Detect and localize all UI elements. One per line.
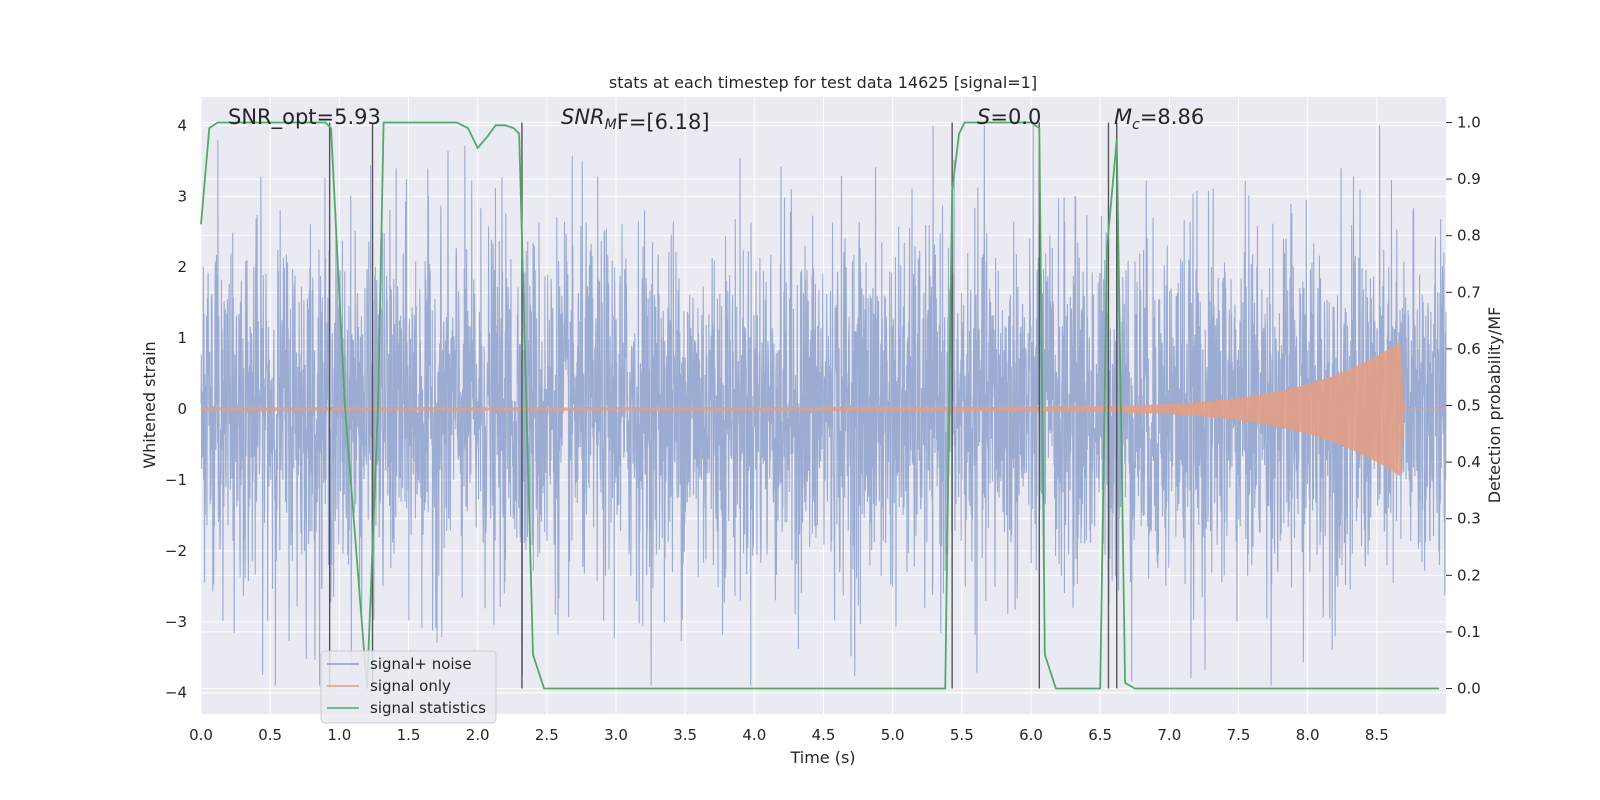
y-right-tick-label: 0.5	[1457, 397, 1481, 415]
snr-mf-main: SNR	[561, 105, 605, 129]
legend-label-signal-only: signal only	[370, 677, 451, 695]
x-tick-label: 3.5	[673, 726, 697, 744]
x-tick-label: 8.5	[1365, 726, 1389, 744]
x-tick-label: 1.5	[397, 726, 421, 744]
mc-main: M	[1114, 105, 1132, 129]
y-right-tick-label: 0.8	[1457, 227, 1481, 245]
x-axis-ticks: 0.0 0.5 1.0 1.5 2.0 2.5 3.0 3.5 4.0 4.5 5.0 5.5 6.0 6…	[189, 726, 1389, 744]
snr-mf-sub: M	[605, 117, 617, 133]
y-right-axis-ticks: 1.0 0.9 0.8 0.7 0.6 0.5 0.4 0.3 0.2 0.1 0.0	[1446, 113, 1481, 698]
signal-statistics-series	[200, 121, 1440, 690]
y-left-tick-label: 1	[177, 329, 187, 347]
x-tick-label: 5.5	[950, 726, 974, 744]
legend-label-signal-noise: signal+ noise	[370, 655, 472, 673]
x-axis-label: Time (s)	[789, 748, 855, 767]
y-left-axis-ticks: 4 3 2 1 0 −1 −2 −3 −4	[165, 116, 187, 701]
y-right-tick-label: 0.6	[1457, 340, 1481, 358]
signal-statistics-line	[200, 121, 1440, 690]
y-left-tick-label: −1	[165, 471, 187, 489]
x-tick-label: 4.5	[812, 726, 836, 744]
y-left-tick-label: −2	[165, 542, 187, 560]
y-right-tick-label: 1.0	[1457, 113, 1481, 131]
y-left-tick-label: 0	[177, 400, 187, 418]
x-tick-label: 1.0	[327, 726, 351, 744]
y-left-axis-label: Whitened strain	[140, 341, 159, 468]
legend: signal+ noise signal only signal statist…	[320, 650, 497, 724]
signal-only-series	[200, 341, 1446, 476]
y-right-tick-label: 0.1	[1457, 623, 1481, 641]
y-right-tick-label: 0.7	[1457, 283, 1481, 301]
x-tick-label: 5.0	[881, 726, 905, 744]
y-right-tick-label: 0.4	[1457, 453, 1481, 471]
chart-title: stats at each timestep for test data 146…	[609, 73, 1037, 92]
mc-sub: c	[1132, 117, 1140, 133]
x-tick-label: 6.5	[1088, 726, 1112, 744]
signal-only-line	[200, 341, 1446, 476]
x-tick-label: 0.0	[189, 726, 213, 744]
signal-noise-line	[200, 125, 1447, 686]
legend-label-signal-statistics: signal statistics	[370, 699, 486, 717]
x-tick-label: 7.0	[1157, 726, 1181, 744]
y-right-tick-label: 0.2	[1457, 566, 1481, 584]
y-right-tick-label: 0.0	[1457, 680, 1481, 698]
mc-annotation: Mc=8.86	[1114, 105, 1204, 133]
signal-noise-series	[200, 125, 1447, 686]
y-left-tick-label: 2	[177, 258, 187, 276]
y-right-tick-label: 0.9	[1457, 170, 1481, 188]
x-tick-label: 3.0	[604, 726, 628, 744]
s-annotation: S=0.0	[977, 105, 1041, 129]
x-tick-label: 4.0	[742, 726, 766, 744]
x-tick-label: 6.0	[1019, 726, 1043, 744]
y-right-axis-label: Detection probability/MF	[1485, 307, 1504, 504]
y-left-tick-label: 3	[177, 187, 187, 205]
s-main: S	[977, 105, 990, 129]
snr-mf-annotation: SNRMF=[6.18]	[561, 105, 710, 134]
x-tick-label: 0.5	[258, 726, 282, 744]
x-tick-label: 2.5	[535, 726, 559, 744]
x-tick-label: 7.5	[1227, 726, 1251, 744]
y-left-tick-label: −4	[165, 684, 187, 702]
s-rest: =0.0	[990, 105, 1041, 129]
legend-box	[320, 650, 497, 724]
x-tick-label: 2.0	[466, 726, 490, 744]
y-left-tick-label: −3	[165, 613, 187, 631]
y-left-tick-label: 4	[177, 116, 187, 134]
x-tick-label: 8.0	[1296, 726, 1320, 744]
y-right-tick-label: 0.3	[1457, 510, 1481, 528]
mc-rest: =8.86	[1140, 105, 1204, 129]
snr-opt-annotation: SNR_opt=5.93	[228, 105, 381, 130]
snr-mf-rest: F=[6.18]	[617, 110, 710, 134]
